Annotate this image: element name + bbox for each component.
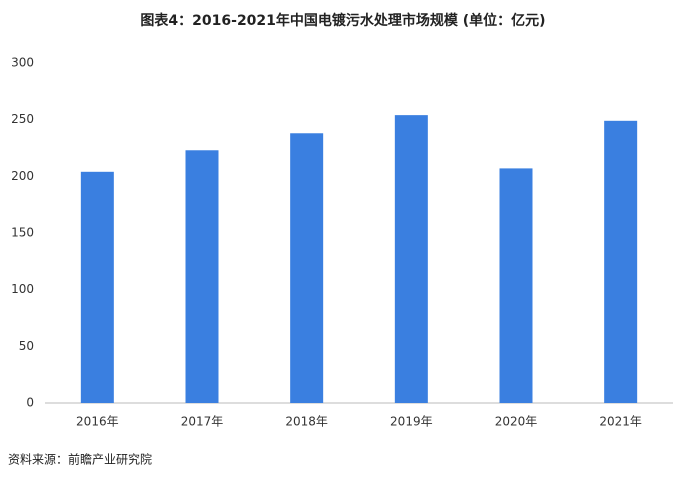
bar: [290, 133, 324, 403]
x-tick-label: 2019年: [390, 415, 433, 429]
y-tick-label: 0: [26, 396, 34, 410]
y-tick-label: 150: [11, 226, 34, 240]
x-tick-label: 2021年: [599, 415, 642, 429]
y-tick-label: 50: [19, 339, 34, 353]
x-tick-label: 2016年: [76, 415, 119, 429]
bar: [604, 120, 638, 404]
bar: [185, 150, 219, 403]
y-tick-label: 300: [11, 56, 34, 70]
x-tick-label: 2018年: [285, 415, 328, 429]
source-note: 资料来源：前瞻产业研究院: [8, 452, 152, 467]
y-tick-label: 250: [11, 112, 34, 126]
x-tick-label: 2020年: [495, 415, 538, 429]
bar: [394, 115, 428, 403]
y-tick-label: 200: [11, 169, 34, 183]
x-tick-label: 2017年: [181, 415, 224, 429]
bar: [80, 171, 114, 403]
bar: [499, 168, 533, 403]
chart-title: 图表4：2016-2021年中国电镀污水处理市场规模 (单位：亿元): [140, 12, 545, 29]
y-tick-label: 100: [11, 282, 34, 296]
